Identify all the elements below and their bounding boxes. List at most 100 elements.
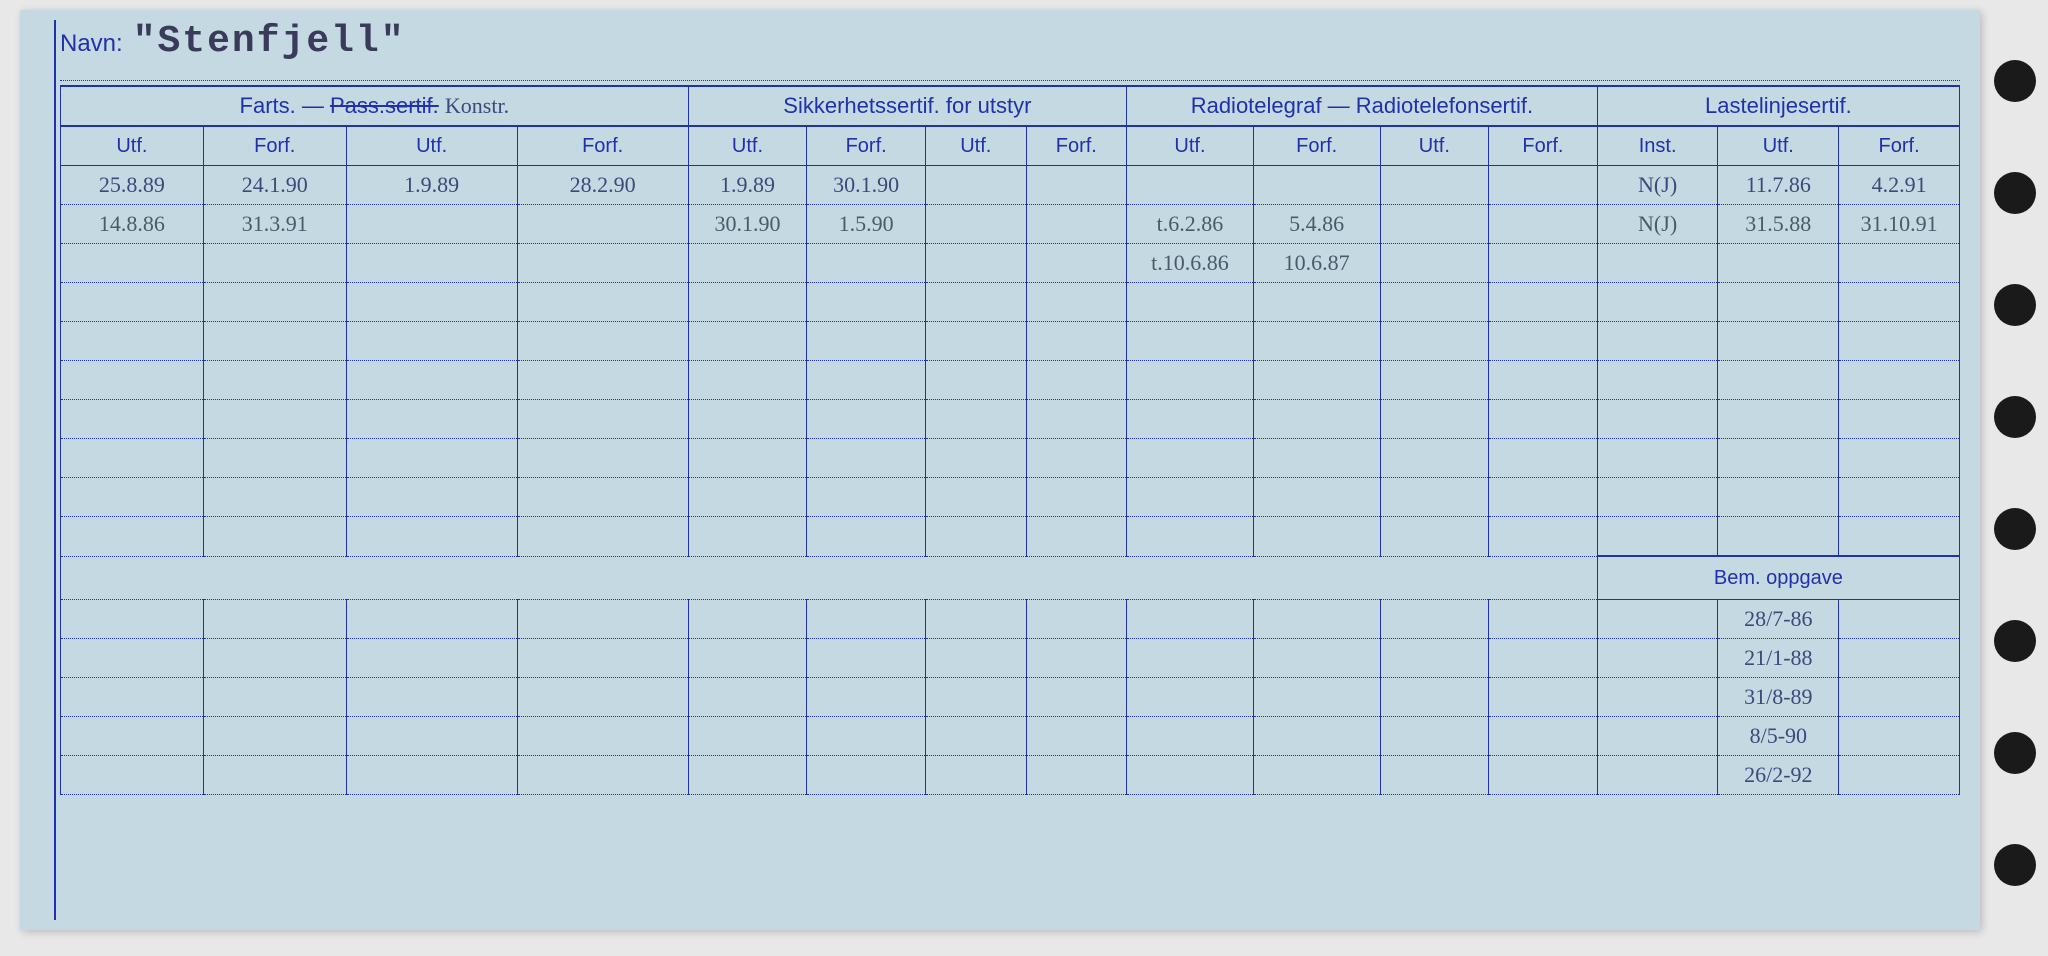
cell — [203, 361, 346, 400]
cell: 8/5-90 — [1718, 717, 1839, 756]
cell — [807, 639, 926, 678]
cell — [517, 517, 688, 557]
cell — [1718, 439, 1839, 478]
bem-rows: 28/7-8621/1-8831/8-898/5-9026/2-92 — [61, 600, 1960, 795]
cell — [1597, 678, 1718, 717]
cell — [1597, 322, 1718, 361]
cell: 5.4.86 — [1253, 205, 1380, 244]
left-margin-line — [54, 20, 56, 920]
bem-spacer — [61, 556, 1598, 600]
cell — [925, 717, 1026, 756]
cell — [346, 322, 517, 361]
cell — [688, 600, 807, 639]
cell: 1.9.89 — [688, 166, 807, 205]
cell — [1253, 400, 1380, 439]
cell: t.6.2.86 — [1127, 205, 1254, 244]
cell — [203, 478, 346, 517]
cell — [203, 717, 346, 756]
cell — [1380, 639, 1489, 678]
cell — [1026, 439, 1127, 478]
cell — [807, 439, 926, 478]
cell — [1489, 600, 1598, 639]
cell — [517, 400, 688, 439]
cell — [203, 400, 346, 439]
cell — [1026, 361, 1127, 400]
cell — [807, 361, 926, 400]
hole — [1994, 396, 2036, 438]
cell: 4.2.91 — [1839, 166, 1960, 205]
cell — [688, 439, 807, 478]
bem-label: Bem. oppgave — [1597, 556, 1959, 600]
cell — [1718, 244, 1839, 283]
cell: 14.8.86 — [61, 205, 204, 244]
cell — [688, 322, 807, 361]
cell — [517, 283, 688, 322]
cell — [346, 400, 517, 439]
sub-h: Forf. — [1026, 126, 1127, 166]
cell — [517, 639, 688, 678]
cell — [1253, 639, 1380, 678]
cell — [346, 717, 517, 756]
table-row: 28/7-86 — [61, 600, 1960, 639]
sub-h: Forf. — [1489, 126, 1598, 166]
cell: N(J) — [1597, 166, 1718, 205]
cell — [807, 756, 926, 795]
sub-h: Utf. — [1380, 126, 1489, 166]
cell — [346, 205, 517, 244]
cell: 28/7-86 — [1718, 600, 1839, 639]
cell — [1380, 361, 1489, 400]
cell — [517, 439, 688, 478]
cell — [1026, 283, 1127, 322]
cell — [807, 478, 926, 517]
cell — [1026, 517, 1127, 557]
cell — [925, 478, 1026, 517]
cell — [688, 639, 807, 678]
cell — [688, 756, 807, 795]
cell — [1127, 756, 1254, 795]
cell — [1489, 478, 1598, 517]
cell — [346, 244, 517, 283]
cell — [346, 283, 517, 322]
cell — [346, 439, 517, 478]
cell — [1489, 678, 1598, 717]
cell — [1127, 166, 1254, 205]
cell — [61, 283, 204, 322]
cell: 10.6.87 — [1253, 244, 1380, 283]
cell: 31.10.91 — [1839, 205, 1960, 244]
header-sikkerhet: Sikkerhetssertif. for utstyr — [688, 86, 1126, 126]
cell — [346, 756, 517, 795]
cell — [1380, 439, 1489, 478]
cell — [1597, 361, 1718, 400]
cell — [1026, 166, 1127, 205]
hole — [1994, 284, 2036, 326]
cell — [203, 600, 346, 639]
cell: 26/2-92 — [1718, 756, 1839, 795]
cell — [925, 205, 1026, 244]
cell — [1127, 717, 1254, 756]
cell — [203, 639, 346, 678]
cell — [1026, 322, 1127, 361]
cell — [1253, 517, 1380, 557]
cell — [1489, 205, 1598, 244]
cell — [925, 639, 1026, 678]
cell — [61, 478, 204, 517]
cell — [1718, 478, 1839, 517]
cell — [203, 439, 346, 478]
cell — [1718, 283, 1839, 322]
cell — [1026, 639, 1127, 678]
cell — [1253, 283, 1380, 322]
cell — [807, 283, 926, 322]
cell — [517, 322, 688, 361]
sub-h: Utf. — [688, 126, 807, 166]
cell: 28.2.90 — [517, 166, 688, 205]
header-farts: Farts. — Pass.sertif. Konstr. — [61, 86, 689, 126]
cell — [688, 517, 807, 557]
sub-header-row: Utf. Forf. Utf. Forf. Utf. Forf. Utf. Fo… — [61, 126, 1960, 166]
cell — [1597, 478, 1718, 517]
table-row — [61, 322, 1960, 361]
cell — [61, 756, 204, 795]
cell — [1253, 756, 1380, 795]
cell — [61, 717, 204, 756]
cell — [346, 478, 517, 517]
sub-h: Forf. — [517, 126, 688, 166]
